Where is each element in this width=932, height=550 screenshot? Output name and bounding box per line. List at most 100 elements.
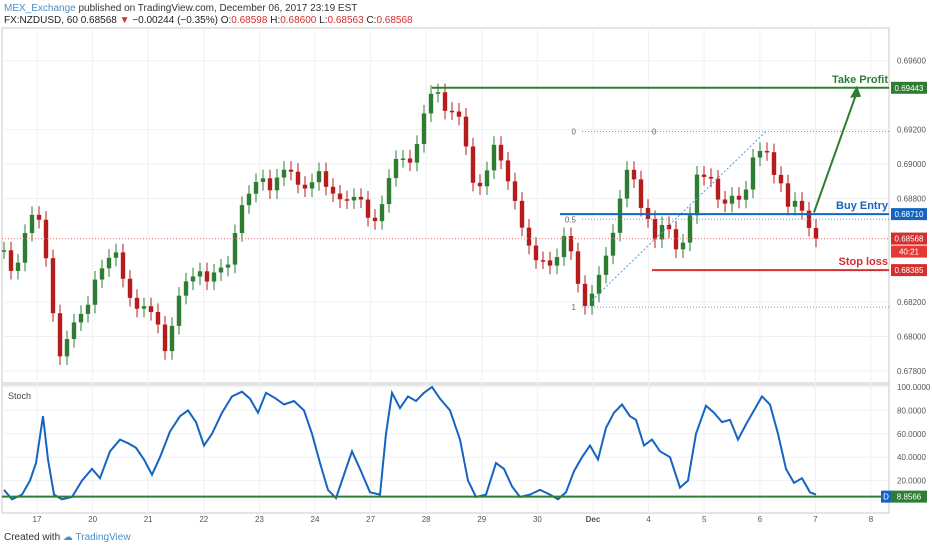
candle-body xyxy=(736,195,742,200)
candle-body xyxy=(463,116,469,147)
candle-body xyxy=(337,193,343,200)
grid xyxy=(2,28,889,513)
fib-ratio-label: 0 xyxy=(652,127,657,136)
candle-body xyxy=(169,325,175,352)
candle-body xyxy=(344,199,350,201)
candles xyxy=(1,83,819,365)
candle-body xyxy=(78,313,84,323)
candle-body xyxy=(568,236,574,252)
time-tick-label: 28 xyxy=(422,515,431,524)
stoch-tick-label: 80.0000 xyxy=(897,406,926,415)
time-tick-label: 17 xyxy=(33,515,42,524)
candle-body xyxy=(379,204,385,222)
candle-body xyxy=(43,219,49,259)
candle-body xyxy=(92,279,98,305)
candle-body xyxy=(85,304,91,314)
candle-body xyxy=(449,110,455,113)
candle-body xyxy=(617,198,623,233)
symbol-label[interactable]: FX:NZDUSD, 60 xyxy=(4,15,78,26)
candle-body xyxy=(211,272,217,282)
time-tick-label: 6 xyxy=(758,515,763,524)
candle-body xyxy=(71,322,77,340)
candle-body xyxy=(36,214,42,220)
candle-body xyxy=(792,200,798,207)
candle-body xyxy=(225,264,231,268)
price-change: −0.00244 (−0.35%) xyxy=(132,15,218,26)
candle-body xyxy=(743,189,749,200)
stop-loss-label: Stop loss xyxy=(838,256,888,268)
candle-body xyxy=(442,92,448,111)
candle-body xyxy=(393,158,399,179)
candle-body xyxy=(631,169,637,180)
candle-body xyxy=(1,250,7,252)
candle-body xyxy=(323,171,329,187)
candle-body xyxy=(302,184,308,189)
time-axis-labels: 17 20 21 22 23 24 27 28 29 30 Dec 4 5 6 7 8 xyxy=(33,515,874,524)
time-tick-label: 8 xyxy=(869,515,874,524)
time-tick-label: Dec xyxy=(586,515,601,524)
open-value: 0.68598 xyxy=(231,15,268,26)
candle-body xyxy=(260,178,266,182)
stop-loss-price-label: 0.68385 xyxy=(895,266,924,275)
candle-body xyxy=(673,229,679,250)
candle-body xyxy=(176,295,182,326)
candle-body xyxy=(281,169,287,178)
close-value: 0.68568 xyxy=(376,15,413,26)
last-price: 0.68568 xyxy=(80,15,117,26)
low-value: 0.68563 xyxy=(327,15,364,26)
price-pane-border xyxy=(1,27,890,384)
publisher-name[interactable]: MEX_Exchange xyxy=(4,3,76,14)
fib-ratio-label: 0 xyxy=(572,127,577,136)
candle-body xyxy=(610,232,616,256)
candle-body xyxy=(512,181,518,201)
time-tick-label: 27 xyxy=(366,515,375,524)
take-profit-price-label: 0.69443 xyxy=(895,84,924,93)
candle-body xyxy=(421,113,427,144)
trade-levels: 0.68568 40:21 0 0.5 1 0 Take Profit 0.69443 Buy … xyxy=(2,74,927,312)
candle-body xyxy=(715,178,721,200)
candle-body xyxy=(113,252,119,258)
fib-ratio-label: 1 xyxy=(572,303,577,312)
down-arrow-icon: ▼ xyxy=(119,15,130,26)
tradingview-brand[interactable]: TradingView xyxy=(75,532,131,543)
time-tick-label: 20 xyxy=(88,515,97,524)
candle-body xyxy=(582,283,588,307)
candle-body xyxy=(813,227,819,239)
candle-body xyxy=(183,281,189,296)
time-tick-label: 29 xyxy=(477,515,486,524)
countdown-label: 40:21 xyxy=(899,248,920,257)
candle-body xyxy=(806,210,812,228)
close-label: C: xyxy=(366,15,377,26)
candle-body xyxy=(274,177,280,191)
footer: Created with ☁ TradingView xyxy=(4,532,131,543)
buy-entry-price-label: 0.68710 xyxy=(895,210,924,219)
candle-body xyxy=(638,179,644,208)
candle-body xyxy=(680,242,686,250)
stoch-line xyxy=(3,385,817,501)
candle-body xyxy=(694,174,700,216)
candle-body xyxy=(197,271,203,277)
candle-body xyxy=(505,160,511,182)
candle-body xyxy=(484,170,490,187)
projection-arrow xyxy=(813,91,858,213)
candle-body xyxy=(99,268,105,280)
candle-body xyxy=(701,174,707,177)
candle-body xyxy=(456,111,462,117)
created-with-text: Created with xyxy=(4,532,61,543)
candle-body xyxy=(29,214,35,234)
stoch-badge-label: D xyxy=(883,493,889,502)
candle-body xyxy=(519,200,525,228)
time-tick-label: 7 xyxy=(813,515,818,524)
arrow-head-icon xyxy=(850,85,861,98)
low-label: L: xyxy=(319,15,328,26)
candle-body xyxy=(799,200,805,211)
candle-body xyxy=(624,169,630,199)
candle-body xyxy=(771,152,777,175)
time-tick-label: 23 xyxy=(255,515,264,524)
candle-body xyxy=(253,181,259,194)
stoch-tick-label: 60.0000 xyxy=(897,430,926,439)
candle-body xyxy=(729,195,735,204)
candle-body xyxy=(575,251,581,284)
time-tick-label: 30 xyxy=(533,515,542,524)
